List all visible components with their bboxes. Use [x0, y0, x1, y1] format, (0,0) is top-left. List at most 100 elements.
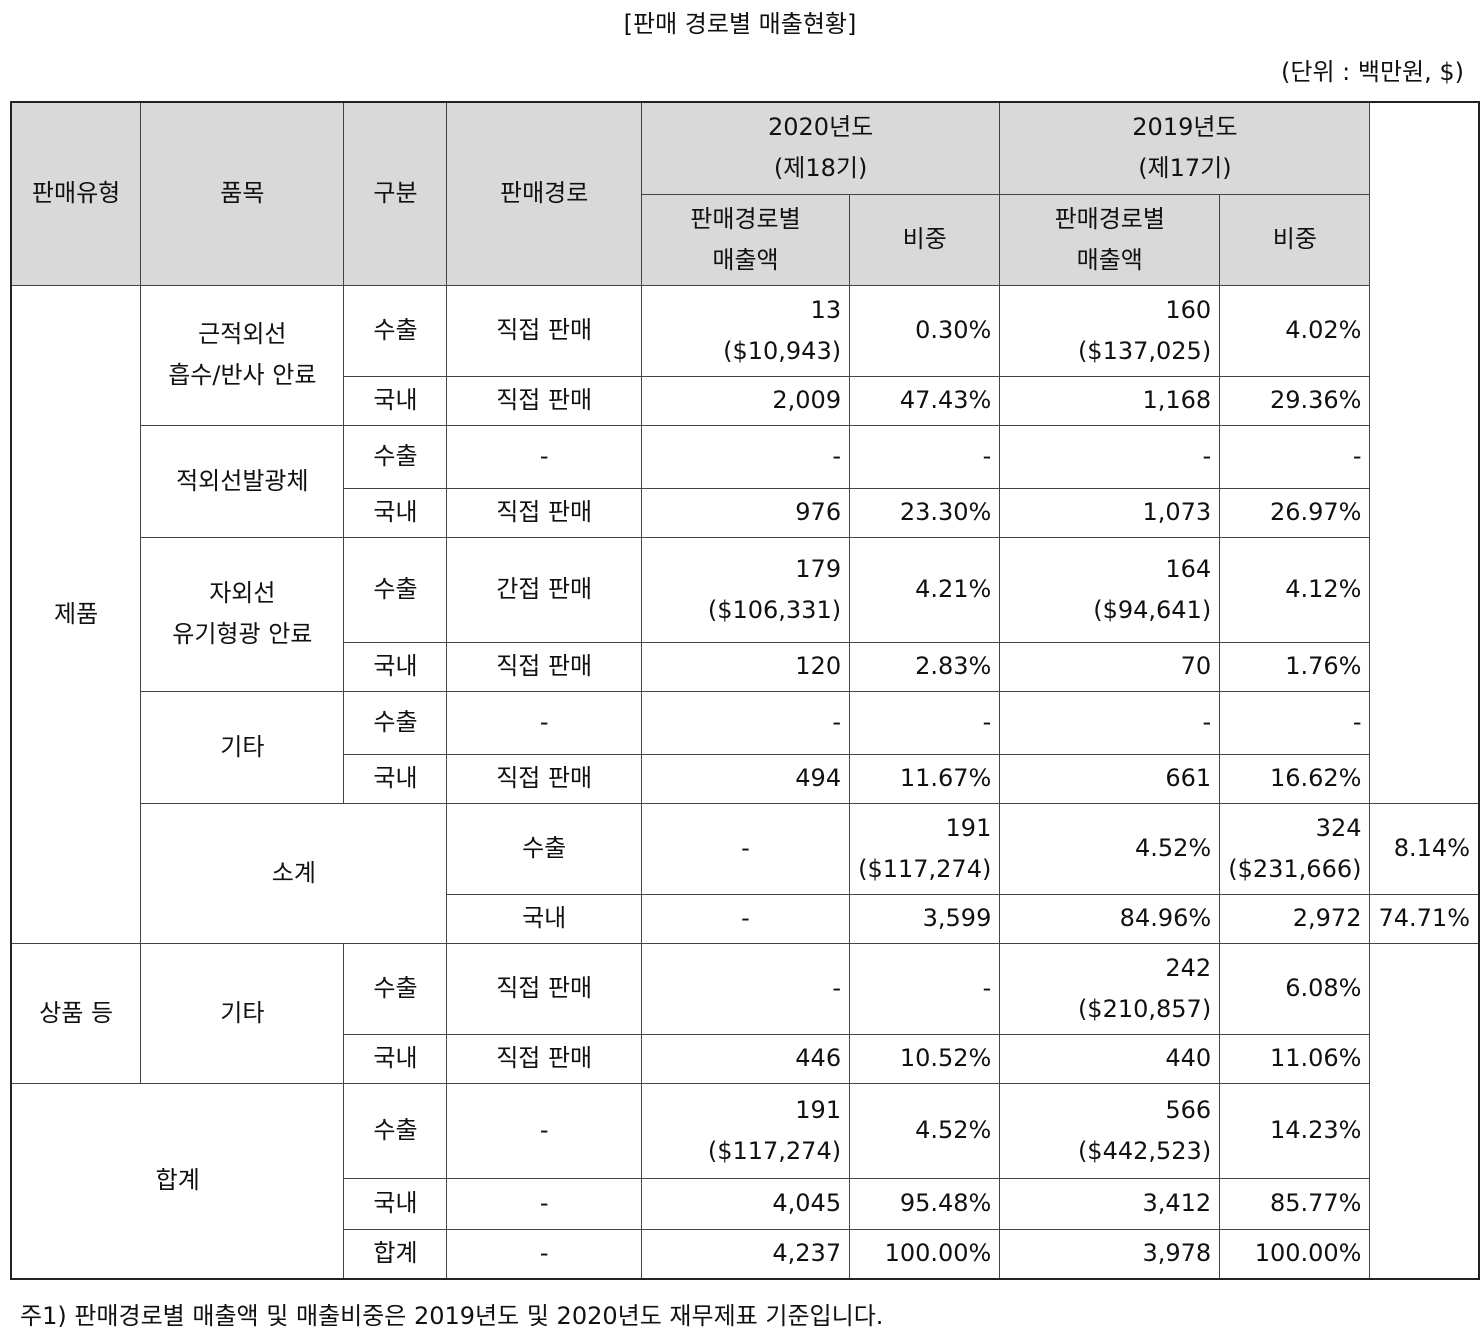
cell-line: ($442,523)	[1077, 1136, 1212, 1165]
cell-line: 164	[1165, 554, 1212, 583]
title: [판매 경로별 매출현황]	[623, 10, 857, 38]
body-cell: 수출	[343, 424, 448, 489]
body-cell: -	[446, 1228, 642, 1280]
body-cell: 1,073	[999, 487, 1221, 538]
body-cell: 976	[640, 487, 851, 538]
body-row: 기타 수출 - - - - -	[11, 690, 1479, 804]
body-cell: 제품	[10, 284, 142, 944]
cell-line: (제17기)	[1138, 154, 1232, 183]
header-cell: 구분	[343, 101, 448, 286]
body-cell: 3,978	[999, 1228, 1221, 1280]
table-header: 판매유형 품목 구분 판매경로 2020년도 (제18기) 2019년도 (제17기) 판매경로…	[10, 101, 1479, 286]
cell-line: 191	[945, 813, 992, 842]
header-cell: 판매유형	[10, 101, 142, 286]
body-row: 국내 직접 판매 494 11.67% 661 16.62%	[11, 753, 1479, 804]
body-cell: 국내	[343, 1177, 448, 1230]
cell-line: 매출액	[712, 245, 779, 274]
body-cell: 합계	[10, 1082, 345, 1280]
body-cell: 2,972	[1219, 893, 1371, 944]
cell-line: 566	[1165, 1095, 1212, 1124]
cell-line: 2020년도	[767, 113, 874, 142]
body-row: 국내 직접 판매 2,009 47.43% 1,168 29.36%	[11, 375, 1479, 426]
header-cell: 판매경로별 매출액	[640, 193, 851, 286]
header-cell: 판매경로	[446, 101, 642, 286]
body-cell: 164 ($94,641)	[999, 536, 1221, 643]
body-cell: 직접 판매	[446, 1033, 642, 1084]
body-cell: 4.12%	[1219, 536, 1371, 643]
header-cell: 품목	[140, 101, 345, 286]
body-cell: 4.52%	[999, 802, 1221, 895]
body-row: 국내 -3,599 84.96% 2,972 74.71%	[11, 893, 1480, 944]
body-cell: 수출	[343, 284, 448, 377]
body-cell: 74.71%	[1369, 893, 1480, 944]
sales-table: 판매유형 품목 구분 판매경로 2020년도 (제18기) 2019년도 (제17기) 판매경로…	[10, 101, 1480, 1280]
body-cell: 직접 판매	[446, 641, 642, 692]
cell-line: 자외선	[209, 579, 276, 607]
body-cell: 179 ($106,331)	[640, 536, 851, 643]
body-cell: 440	[999, 1033, 1221, 1084]
body-cell: 100.00%	[1219, 1228, 1371, 1280]
cell-line: ($10,943)	[723, 336, 842, 365]
cell-line: ($137,025)	[1077, 336, 1212, 365]
body-cell: -	[446, 1177, 642, 1230]
body-row: 적외선발광체 수출 - - - - -	[11, 424, 1479, 538]
body-row: 합계 -4,237 100.00% 3,978 100.00%	[11, 1228, 1479, 1280]
body-row: 제품 근적외선 흡수/반사 안료 수출 직접 판매 13 ($10,943) 0.30% 160…	[10, 284, 1479, 944]
body-cell: 국내	[446, 893, 642, 944]
body-cell: 1.76%	[1219, 641, 1371, 692]
body-row: 자외선 유기형광 안료 수출 간접 판매 179 ($106,331) 4.21% 164 ($…	[11, 536, 1479, 692]
cell-line: ($106,331)	[707, 595, 842, 624]
body-cell: 국내	[343, 753, 448, 804]
body-cell: 수출	[343, 942, 448, 1035]
body-cell: 11.06%	[1219, 1033, 1371, 1084]
cell-line: (제18기)	[773, 154, 868, 183]
cell-line: 191	[795, 1095, 842, 1124]
body-cell: 국내	[343, 641, 448, 692]
body-cell: 661	[999, 753, 1221, 804]
body-cell: 상품 등	[10, 942, 142, 1084]
body-cell: 기타	[140, 942, 345, 1084]
cell-line: ($94,641)	[1093, 595, 1212, 624]
body-cell: -	[849, 690, 1001, 755]
body-cell: 직접 판매	[446, 942, 642, 1035]
body-cell: 85.77%	[1219, 1177, 1371, 1230]
table-body: 제품 근적외선 흡수/반사 안료 수출 직접 판매 13 ($10,943) 0.30% 160…	[10, 284, 1480, 1280]
unit: (단위 : 백만원, $)	[1281, 58, 1464, 86]
body-row: 국내 -4,045 95.48% 3,412 85.77%	[11, 1177, 1479, 1230]
header-cell: 2019년도 (제17기)	[999, 101, 1371, 195]
header-cell: 비중	[849, 193, 1001, 286]
body-cell: -	[640, 942, 851, 1035]
body-cell: 수출	[343, 1082, 448, 1179]
body-cell: 160 ($137,025)	[999, 284, 1221, 377]
body-cell: 국내	[343, 375, 448, 426]
body-row: 상품 등 기타 수출 직접 판매 - -242 ($210,857) 6.08%	[10, 942, 1479, 1084]
body-cell: 간접 판매	[446, 536, 642, 643]
header-cell: 비중	[1219, 193, 1371, 286]
body-cell: -	[640, 802, 851, 895]
body-cell: 2.83%	[849, 641, 1001, 692]
cell-line: 판매경로별	[1054, 204, 1165, 233]
cell-line: 유기형광 안료	[172, 620, 313, 648]
body-cell: -	[1219, 690, 1371, 755]
body-cell: 47.43%	[849, 375, 1001, 426]
body-cell: 6.08%	[1219, 942, 1371, 1035]
body-cell: 191 ($117,274)	[849, 802, 1001, 895]
cell-line: 160	[1165, 295, 1212, 324]
footnote: 주1) 판매경로별 매출액 및 매출비중은 2019년도 및 2020년도 재무…	[20, 1302, 884, 1330]
body-cell: 국내	[343, 1033, 448, 1084]
body-cell: -	[640, 893, 851, 944]
body-cell: 120	[640, 641, 851, 692]
header-cell: 2020년도 (제18기)	[640, 101, 1001, 195]
body-cell: 직접 판매	[446, 284, 642, 377]
cell-line: 2019년도	[1132, 113, 1238, 142]
body-cell: 4.02%	[1219, 284, 1371, 377]
body-cell: 324 ($231,666)	[1219, 802, 1371, 895]
body-cell: 근적외선 흡수/반사 안료	[140, 284, 345, 426]
header-row: 판매경로별 매출액 비중 판매경로별 매출액 비중	[11, 193, 1479, 286]
body-cell: 기타	[140, 690, 345, 804]
body-cell: 4,045	[640, 1177, 851, 1230]
body-cell: 수출	[343, 536, 448, 643]
body-cell: 29.36%	[1219, 375, 1371, 426]
cell-line: 근적외선	[198, 320, 287, 348]
